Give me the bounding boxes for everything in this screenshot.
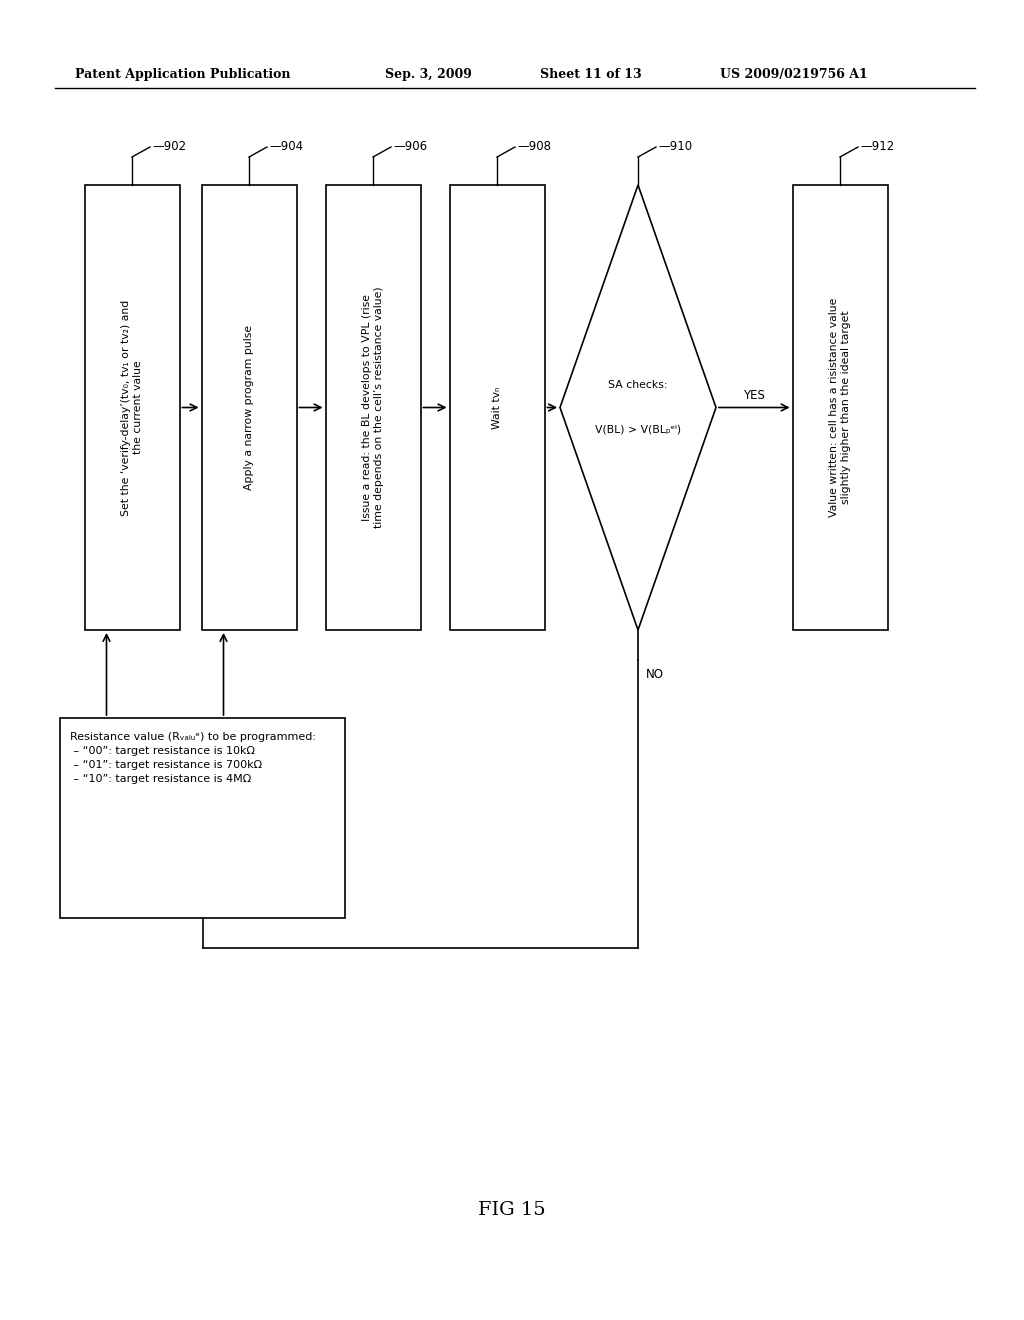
Bar — [793, 185, 888, 630]
Text: NO: NO — [646, 668, 664, 681]
Text: US 2009/0219756 A1: US 2009/0219756 A1 — [720, 69, 867, 81]
Bar — [202, 185, 297, 630]
Text: —910: —910 — [658, 140, 692, 153]
Text: Resistance value (Rᵥₐₗᵤᵉ) to be programmed:
 – “00”: target resistance is 10kΩ
 : Resistance value (Rᵥₐₗᵤᵉ) to be programm… — [70, 733, 316, 784]
Text: —906: —906 — [393, 140, 427, 153]
Text: FIG 15: FIG 15 — [478, 1201, 546, 1218]
Bar — [450, 185, 545, 630]
Bar — [60, 718, 345, 917]
Text: —908: —908 — [517, 140, 551, 153]
Text: Sep. 3, 2009: Sep. 3, 2009 — [385, 69, 472, 81]
Text: SA checks:: SA checks: — [608, 380, 668, 391]
Text: —902: —902 — [152, 140, 186, 153]
Text: —912: —912 — [860, 140, 894, 153]
Bar — [85, 185, 179, 630]
Text: Set the ‘verify-delay’(tv₀, tv₁ or tv₂) and
the current value: Set the ‘verify-delay’(tv₀, tv₁ or tv₂) … — [121, 300, 143, 516]
Text: Value written: cell has a risistance value
slightly higher than the ideal target: Value written: cell has a risistance val… — [828, 298, 851, 517]
Text: Apply a narrow program pulse: Apply a narrow program pulse — [244, 325, 254, 490]
Text: V(BL) > V(BLₚᵉˡ): V(BL) > V(BLₚᵉˡ) — [595, 425, 681, 434]
Text: YES: YES — [743, 389, 765, 403]
Text: Patent Application Publication: Patent Application Publication — [75, 69, 291, 81]
Text: Sheet 11 of 13: Sheet 11 of 13 — [540, 69, 642, 81]
Polygon shape — [560, 185, 716, 630]
Text: —904: —904 — [269, 140, 303, 153]
Text: Issue a read: the BL develops to VPL (rise
time depends on the cell’s resistance: Issue a read: the BL develops to VPL (ri… — [361, 286, 384, 528]
Text: Wait tvₙ: Wait tvₙ — [492, 387, 502, 429]
Bar — [326, 185, 421, 630]
